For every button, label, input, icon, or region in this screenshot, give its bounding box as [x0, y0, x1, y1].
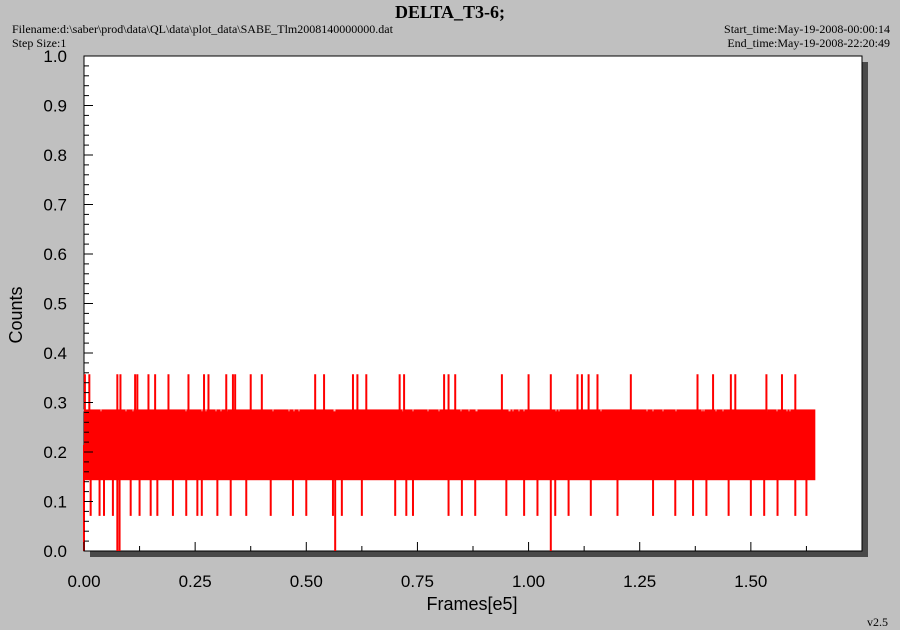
- y-tick-label: 0.6: [43, 245, 67, 264]
- y-tick-label: 0.8: [43, 146, 67, 165]
- start-time-label: Start_time:May-19-2008-00:00:14: [724, 22, 890, 36]
- y-tick-label: 0.5: [43, 295, 67, 314]
- x-tick-label: 1.50: [734, 572, 767, 591]
- x-tick-label: 1.25: [623, 572, 656, 591]
- step-size-label: Step Size:1: [12, 36, 67, 50]
- y-tick-label: 0.9: [43, 97, 67, 116]
- y-tick-label: 0.4: [43, 344, 67, 363]
- y-tick-label: 0.7: [43, 196, 67, 215]
- axis-layer: 0.0 0.1 0.2 0.3 0.4 0.5 0.6 0.7 0.8 0.9 1.0 0.00 0.2…: [43, 47, 807, 591]
- y-tick-label: 0.1: [43, 493, 67, 512]
- y-tick-label: 0.2: [43, 443, 67, 462]
- series-layer: [83, 374, 816, 551]
- y-tick-label: 1.0: [43, 47, 67, 66]
- end-time-label: End_time:May-19-2008-22:20:49: [727, 36, 890, 50]
- y-tick-label: 0.0: [43, 542, 67, 561]
- x-tick-label: 0.75: [401, 572, 434, 591]
- x-axis-label: Frames[e5]: [426, 594, 517, 614]
- filename-label: Filename:d:\saber\prod\data\QL\data\plot…: [12, 22, 393, 36]
- y-tick-label: 0.3: [43, 394, 67, 413]
- x-tick-label: 0.00: [67, 572, 100, 591]
- chart-title: DELTA_T3-6;: [394, 2, 506, 22]
- x-tick-label: 1.00: [512, 572, 545, 591]
- version-label: v2.5: [867, 615, 888, 629]
- x-tick-label: 0.25: [179, 572, 212, 591]
- x-tick-label: 0.50: [290, 572, 323, 591]
- y-axis-label: Counts: [6, 286, 26, 343]
